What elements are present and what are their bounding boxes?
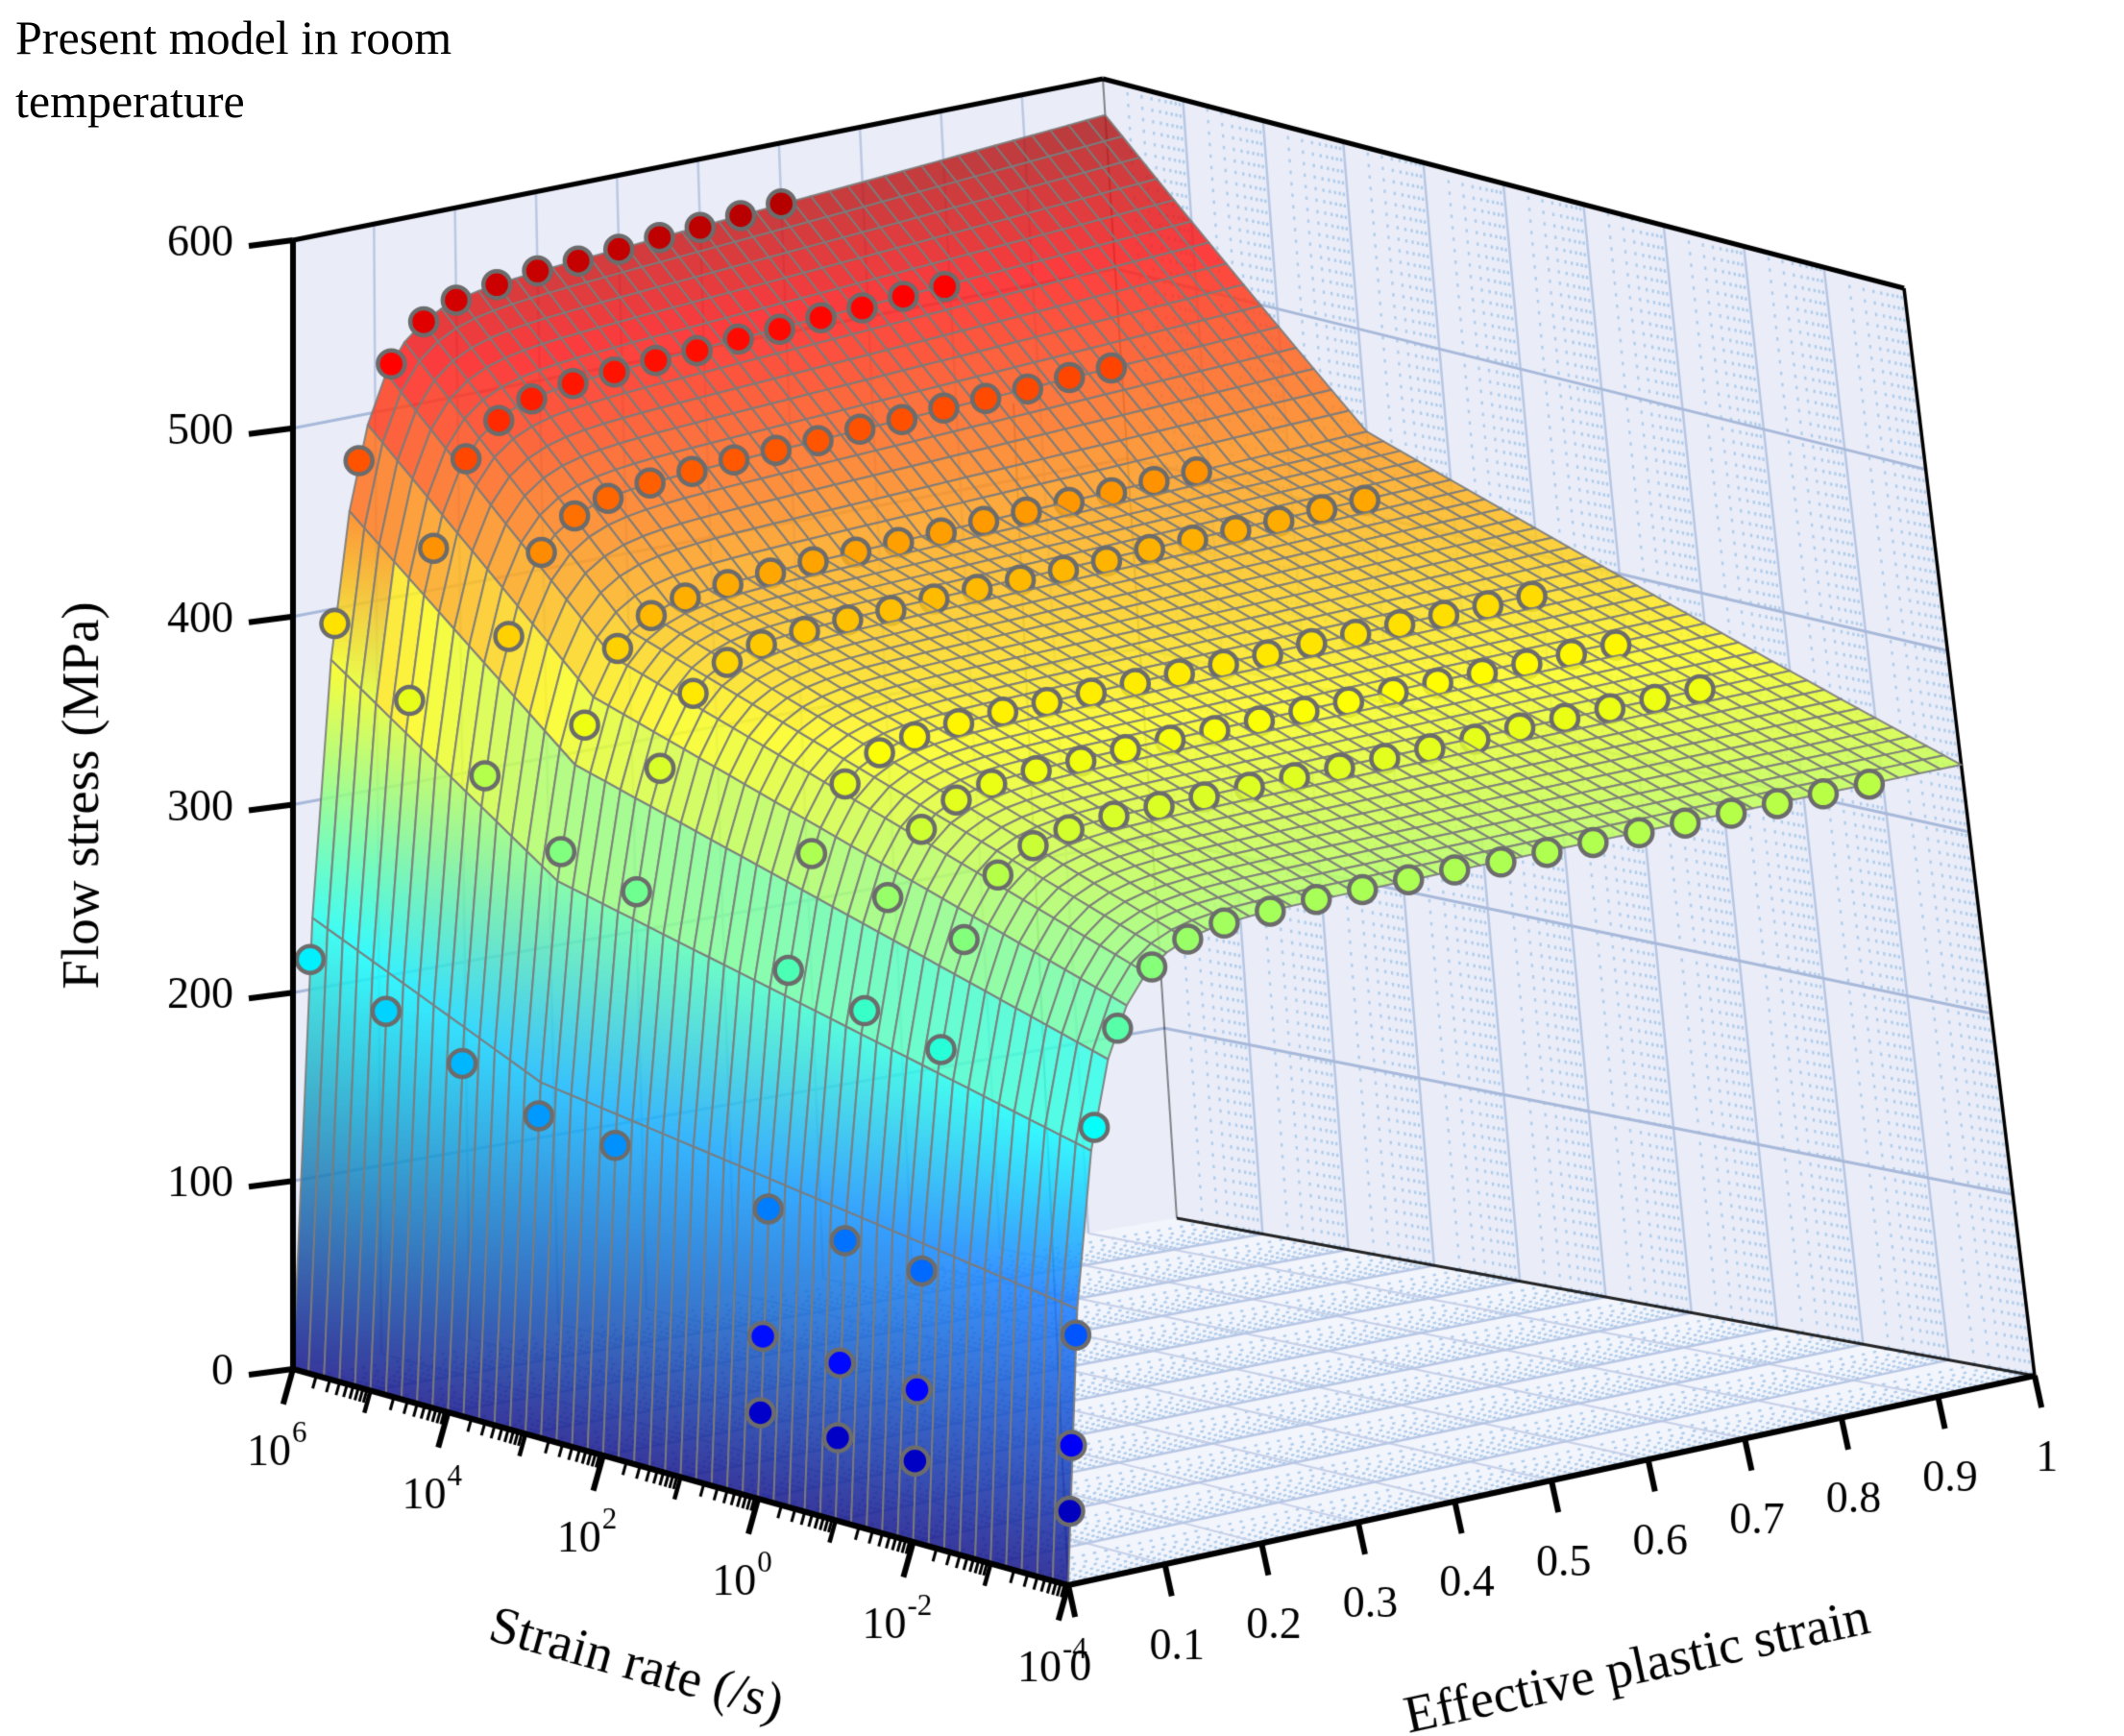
chart-title: Present model in room temperature — [15, 6, 452, 133]
chart-title-line1: Present model in room — [15, 11, 452, 64]
chart-title-line2: temperature — [15, 74, 245, 128]
